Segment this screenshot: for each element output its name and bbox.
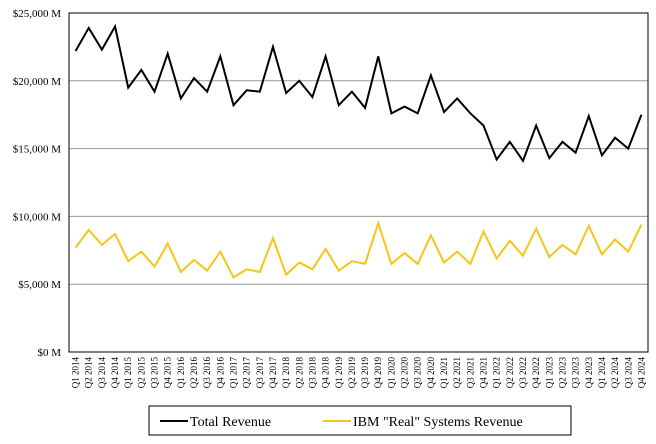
x-tick-label: Q4 2024 [636, 357, 646, 389]
y-tick-label: $0 M [37, 347, 61, 359]
x-tick-label: Q3 2018 [307, 357, 317, 389]
series-line-0 [74, 23, 643, 163]
x-tick-label: Q3 2019 [360, 357, 370, 389]
x-tick-label: Q1 2016 [176, 357, 186, 389]
x-tick-label: Q3 2024 [623, 357, 633, 389]
y-tick-label: $10,000 M [13, 211, 62, 223]
x-tick-label: Q2 2020 [400, 357, 410, 389]
x-tick-label: Q1 2023 [544, 357, 554, 389]
x-tick-label: Q4 2022 [531, 357, 541, 388]
series-line-1 [74, 219, 643, 279]
series-lines [74, 23, 643, 279]
x-tick-label: Q1 2021 [439, 357, 449, 388]
x-tick-label: Q1 2015 [123, 357, 133, 389]
x-tick-label: Q1 2024 [597, 357, 607, 389]
x-tick-label: Q4 2020 [426, 357, 436, 389]
x-tick-label: Q1 2022 [492, 357, 502, 388]
gridlines [68, 12, 649, 353]
x-tick-label: Q3 2020 [413, 357, 423, 389]
x-tick-label: Q2 2019 [347, 357, 357, 389]
x-tick-label: Q1 2017 [228, 357, 238, 389]
x-tick-label: Q4 2018 [321, 357, 331, 389]
x-tick-label: Q3 2014 [97, 357, 107, 389]
x-tick-label: Q3 2023 [571, 357, 581, 389]
legend-box [148, 405, 572, 436]
plot-area-border [68, 12, 649, 353]
x-tick-label: Q2 2018 [294, 357, 304, 389]
y-tick-label: $20,000 M [13, 76, 62, 88]
x-tick-label: Q1 2020 [386, 357, 396, 389]
y-tick-label: $5,000 M [18, 279, 61, 291]
x-tick-label: Q2 2017 [242, 357, 252, 389]
x-tick-label: Q3 2015 [150, 357, 160, 389]
x-tick-label: Q4 2016 [215, 357, 225, 389]
legend: Total Revenue IBM "Real" Systems Revenue [148, 405, 572, 436]
x-tick-label: Q3 2016 [202, 357, 212, 389]
y-tick-label: $15,000 M [13, 144, 62, 156]
legend-label-total-revenue: Total Revenue [190, 415, 271, 430]
x-tick-label: Q4 2017 [268, 357, 278, 389]
x-tick-label: Q2 2022 [505, 357, 515, 388]
x-tick-label: Q2 2016 [189, 357, 199, 389]
x-tick-label: Q2 2023 [557, 357, 567, 389]
x-tick-label: Q4 2023 [584, 357, 594, 389]
x-tick-label: Q3 2017 [255, 357, 265, 389]
x-tick-label: Q3 2022 [518, 357, 528, 388]
x-axis: Q1 2014 Q2 2014 Q3 2014 Q4 2014 Q1 2015 Q2 20… [71, 357, 647, 389]
legend-label-systems-revenue: IBM "Real" Systems Revenue [353, 415, 523, 430]
y-axis: $0 M $5,000 M $10,000 M $15,000 M $20,000 M $… [13, 8, 62, 359]
x-tick-label: Q4 2019 [373, 357, 383, 389]
x-tick-label: Q1 2018 [281, 357, 291, 389]
x-tick-label: Q2 2024 [610, 357, 620, 389]
x-tick-label: Q2 2015 [136, 357, 146, 389]
x-tick-label: Q4 2021 [479, 357, 489, 388]
y-tick-label: $25,000 M [13, 8, 62, 20]
x-tick-label: Q4 2015 [163, 357, 173, 389]
x-tick-label: Q3 2021 [465, 357, 475, 388]
x-tick-label: Q4 2014 [110, 357, 120, 389]
x-tick-label: Q1 2014 [71, 357, 81, 389]
x-tick-label: Q2 2021 [452, 357, 462, 388]
x-tick-label: Q2 2014 [84, 357, 94, 389]
x-tick-label: Q1 2019 [334, 357, 344, 389]
